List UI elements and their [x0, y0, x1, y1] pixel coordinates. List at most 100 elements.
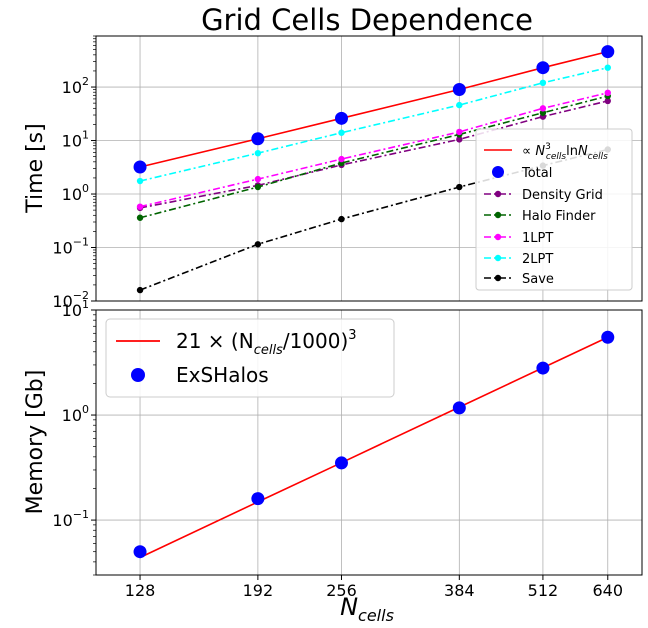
legend-item: Total [492, 166, 552, 181]
data-point [539, 79, 547, 87]
legend-item: 1LPT [484, 231, 553, 246]
legend-label: Halo Finder [522, 209, 596, 224]
x-tick-label: 640 [592, 581, 623, 600]
legend-label: 2LPT [522, 252, 553, 267]
data-point [338, 129, 345, 136]
data-point [136, 203, 144, 210]
legend-label: Save [522, 272, 554, 287]
x-tick-label: 512 [528, 581, 559, 600]
data-point [452, 401, 466, 415]
legend-box [105, 318, 395, 398]
data-point [456, 101, 463, 109]
data-point [539, 109, 547, 116]
legend-label: Total [521, 166, 552, 181]
legend-label: ∝ N3 cellslnNcells [522, 142, 608, 162]
data-point [456, 136, 463, 143]
legend-item: 2LPT [484, 252, 553, 267]
series-line [139, 66, 608, 182]
data-point [601, 330, 615, 344]
data-point [133, 545, 147, 559]
memory-y-axis-label: Memory [Gb] [23, 370, 48, 515]
y-tick-label: 10−1 [52, 508, 89, 530]
x-tick-label: 128 [125, 581, 156, 600]
series-line [139, 100, 608, 209]
data-point [604, 64, 611, 71]
data-point [452, 82, 466, 96]
series-line [139, 95, 608, 219]
data-point [604, 97, 611, 105]
data-point [334, 456, 348, 470]
legend-marker [494, 233, 502, 241]
legend-item: 21 × (Ncells/1000)3 [116, 328, 357, 358]
data-point [254, 183, 262, 191]
y-tick-label: 100 [62, 403, 89, 425]
series-line [139, 336, 609, 559]
data-point [539, 105, 547, 112]
legend-box [475, 128, 633, 291]
data-point [338, 215, 345, 223]
memory-axes-frame [95, 309, 643, 576]
data-point [604, 89, 611, 97]
legend-label: 21 × (Ncells/1000)3 [176, 328, 357, 358]
legend-marker [492, 166, 504, 178]
time-y-axis-label: Time [s] [23, 123, 48, 213]
series-21-ncells-1000 [139, 336, 609, 559]
legend-marker [131, 368, 145, 382]
data-point [456, 183, 463, 191]
memory-legend: 21 × (Ncells/1000)3 ExSHalos [105, 318, 395, 398]
data-point [536, 361, 550, 375]
y-tick-label: 10−1 [52, 236, 89, 258]
memory-y-ticks: 10−1 100 101 [52, 298, 96, 576]
x-tick-label: 192 [243, 581, 274, 600]
data-point [254, 149, 262, 157]
series-line [139, 148, 608, 291]
legend-marker [494, 274, 502, 282]
series-line [139, 50, 608, 168]
memory-panel: 10−1 100 101 Memory [Gb] 21 × (Ncells/1000… [23, 298, 643, 600]
y-tick-label: 101 [62, 298, 89, 320]
data-point [456, 128, 463, 136]
data-point [251, 492, 265, 506]
figure-title: Grid Cells Dependence [201, 3, 533, 37]
data-point [536, 61, 550, 75]
x-tick-label: 256 [326, 581, 357, 600]
time-y-ticks: 10−2 10−1 100 101 102 [52, 35, 96, 311]
data-point [334, 111, 348, 125]
series-total [133, 45, 615, 174]
legend-item: ∝ N3 cellslnNcells [484, 142, 608, 162]
y-tick-label: 102 [62, 75, 89, 97]
legend-label: Density Grid [522, 188, 603, 203]
data-point [338, 155, 345, 163]
legend-item: Halo Finder [484, 209, 596, 224]
x-ticks: 128 192 256 384 512 640 [125, 575, 623, 600]
data-point [601, 45, 615, 59]
legend-marker [494, 211, 502, 219]
legend-label: ExSHalos [176, 363, 269, 387]
legend-marker [494, 190, 502, 198]
y-tick-label: 10−2 [52, 289, 89, 311]
series-exshalos [133, 330, 615, 559]
time-legend: ∝ N3 cellslnNcells Total Density Grid Halo F… [475, 128, 633, 291]
data-point [136, 214, 144, 221]
legend-marker [494, 254, 502, 262]
x-tick-label: 384 [444, 581, 475, 600]
series-line [139, 92, 608, 208]
x-axis-label: Ncells [340, 593, 394, 625]
legend-item: Save [484, 272, 554, 287]
data-point [254, 241, 262, 248]
series-1lpt [136, 89, 611, 210]
series-2lpt [136, 64, 611, 185]
data-point [136, 177, 144, 185]
time-panel: 10−2 10−1 100 101 102 Time [s] ∝ N3 cellslnNc… [23, 35, 643, 311]
data-point [254, 175, 262, 183]
legend-item: ExSHalos [131, 363, 269, 387]
data-point [133, 160, 147, 174]
memory-series [133, 330, 615, 559]
y-tick-label: 100 [62, 182, 89, 204]
legend-item: Density Grid [484, 188, 603, 203]
data-point [251, 132, 265, 146]
y-tick-label: 101 [62, 129, 89, 151]
data-point [136, 286, 144, 294]
series-n-cells-ln-ncells [139, 50, 608, 168]
